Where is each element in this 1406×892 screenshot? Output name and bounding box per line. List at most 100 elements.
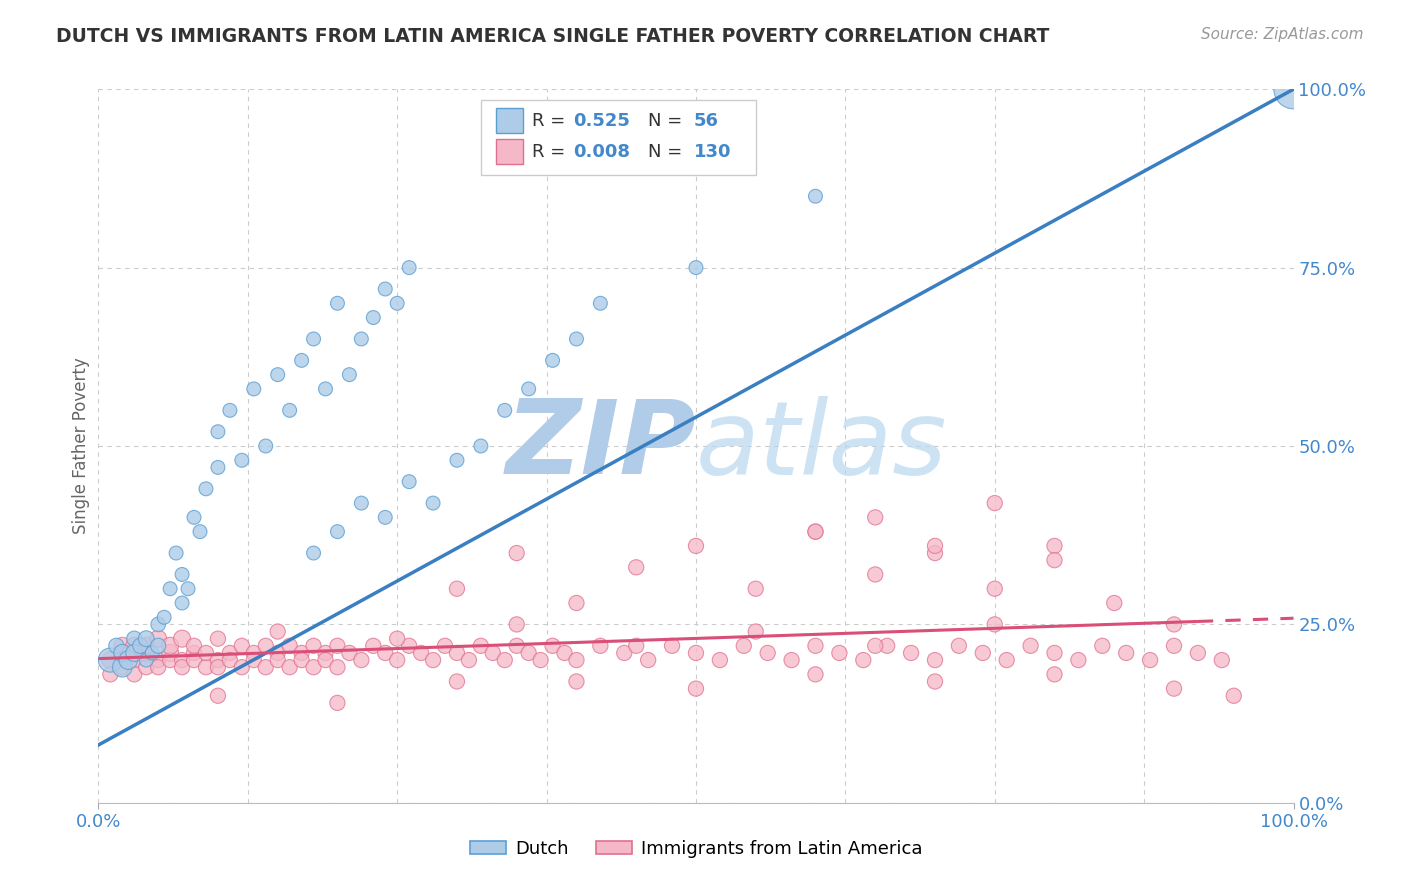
Point [374,510,396,524]
Text: ZIP: ZIP [505,395,696,497]
Point [148,617,170,632]
Point [589,296,612,310]
Point [385,296,409,310]
Y-axis label: Single Father Poverty: Single Father Poverty [72,358,90,534]
Point [685,681,707,696]
Point [1282,82,1305,96]
Point [852,653,875,667]
Point [828,646,851,660]
Text: Source: ZipAtlas.com: Source: ZipAtlas.com [1201,27,1364,42]
Point [267,653,290,667]
Point [745,582,768,596]
Point [188,524,211,539]
Point [153,610,176,624]
Point [326,639,349,653]
Point [231,639,253,653]
Point [924,546,946,560]
Point [98,653,122,667]
Point [374,282,396,296]
Point [111,646,134,660]
Point [350,653,373,667]
Point [661,639,683,653]
Point [148,632,170,646]
Point [984,617,1007,632]
FancyBboxPatch shape [496,139,523,164]
Point [207,660,229,674]
Point [111,639,134,653]
Point [780,653,803,667]
Point [1043,667,1066,681]
Point [124,653,146,667]
Text: 130: 130 [693,143,731,161]
Point [124,646,146,660]
Point [207,653,229,667]
Point [278,639,301,653]
Point [494,653,516,667]
Point [243,382,266,396]
Point [685,539,707,553]
Point [243,646,266,660]
Point [124,639,146,653]
Point [948,639,970,653]
Point [302,660,325,674]
Point [350,496,373,510]
Point [267,624,290,639]
Text: 56: 56 [693,112,718,130]
Point [135,639,157,653]
Point [709,653,731,667]
Point [141,646,163,660]
Point [219,653,242,667]
Point [626,639,648,653]
Point [637,653,659,667]
Point [756,646,779,660]
Point [541,353,564,368]
Point [254,439,277,453]
Point [350,332,373,346]
Point [124,632,146,646]
Point [613,646,636,660]
Legend: Dutch, Immigrants from Latin America: Dutch, Immigrants from Latin America [463,833,929,865]
Point [446,582,468,596]
Point [243,653,266,667]
Point [159,582,181,596]
Point [124,667,146,681]
Point [172,596,194,610]
Point [554,646,576,660]
Point [1104,596,1126,610]
Point [1043,646,1066,660]
Point [326,660,349,674]
Point [804,524,827,539]
Point [135,632,157,646]
Point [470,639,492,653]
Point [315,653,337,667]
Point [541,639,564,653]
Point [111,646,134,660]
Point [267,646,290,660]
Point [195,660,218,674]
Point [183,639,205,653]
Text: R =: R = [533,143,571,161]
Point [278,403,301,417]
Point [804,189,827,203]
Point [865,639,887,653]
Point [172,653,194,667]
FancyBboxPatch shape [496,109,523,134]
Point [589,639,612,653]
Point [207,689,229,703]
Point [494,403,516,417]
FancyBboxPatch shape [481,100,756,175]
Point [363,639,385,653]
Point [446,674,468,689]
Point [565,653,588,667]
Point [481,646,505,660]
Point [876,639,898,653]
Point [111,660,134,674]
Point [804,667,827,681]
Point [972,646,994,660]
Point [165,546,187,560]
Point [506,546,529,560]
Point [172,660,194,674]
Point [530,653,553,667]
Point [565,332,588,346]
Point [422,653,444,667]
